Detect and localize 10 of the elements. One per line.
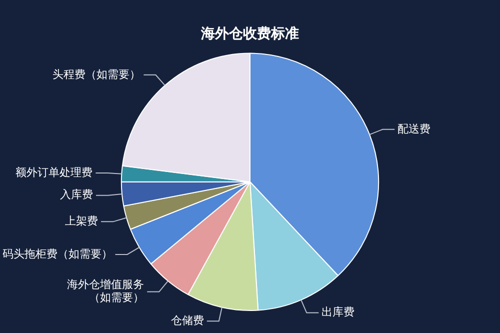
slice-label: 入库费 bbox=[60, 188, 94, 202]
slice-label: 配送费 bbox=[398, 122, 431, 136]
slice-label: 码头拖柜费（如需要） bbox=[2, 247, 112, 260]
slice-label: 海外仓增值服务（如需要） bbox=[67, 278, 144, 304]
chart-title: 海外仓收费标准 bbox=[200, 26, 299, 42]
slice-label: 出库费 bbox=[322, 306, 355, 319]
slice-label: 上架费 bbox=[65, 214, 98, 228]
slice-label: 额外订单处理费 bbox=[16, 166, 93, 179]
slice-label: 头程费（如需要） bbox=[52, 68, 141, 81]
slice-label: 仓储费 bbox=[170, 314, 204, 327]
